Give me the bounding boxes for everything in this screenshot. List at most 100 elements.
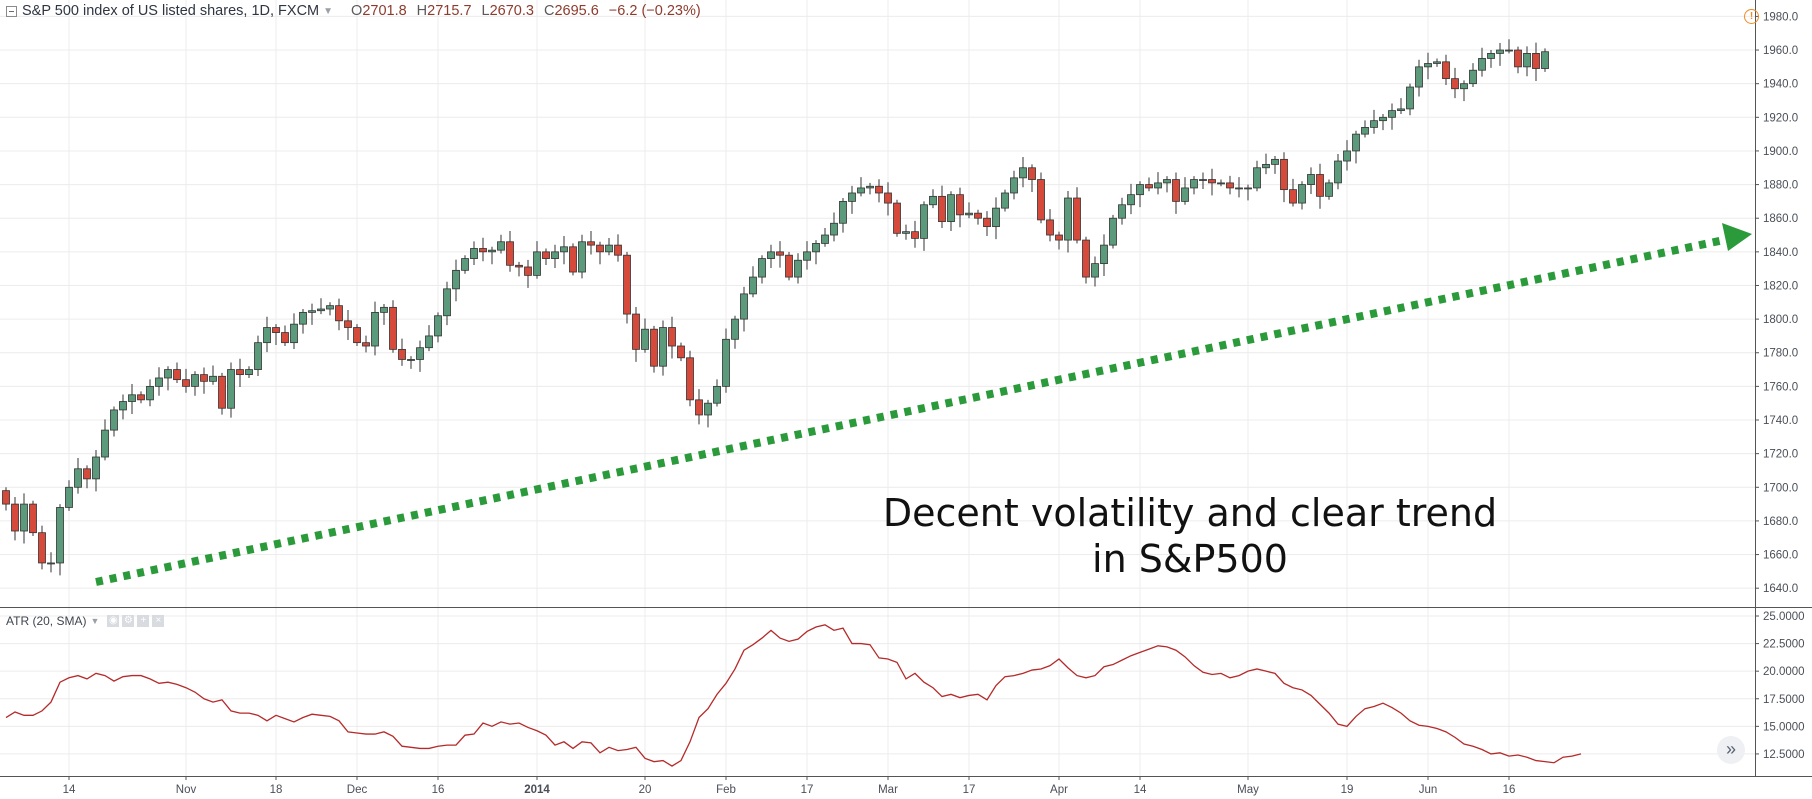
candle [1235, 177, 1243, 198]
alert-icon[interactable]: ! [1744, 9, 1759, 24]
candle-body [146, 385, 154, 401]
candle-body [218, 375, 226, 409]
candle [785, 251, 793, 281]
candle-body [1100, 244, 1108, 265]
candle-body [308, 310, 316, 313]
candle-body [299, 311, 307, 325]
candle [128, 384, 136, 414]
x-tick-label: 17 [801, 784, 814, 796]
y-tick-label: 1840.0 [1763, 247, 1798, 259]
candle [326, 302, 334, 316]
candle [1478, 47, 1486, 77]
y-tick-label: 1920.0 [1763, 112, 1798, 124]
candle [1442, 54, 1450, 86]
candle-body [839, 200, 847, 224]
grid [0, 0, 1755, 776]
candle-body [524, 266, 532, 276]
candle [470, 241, 478, 265]
candle [1082, 236, 1090, 284]
symbol-title[interactable]: S&P 500 index of US listed shares, 1D, F… [22, 3, 320, 19]
candle-body [1262, 163, 1270, 169]
candle [677, 342, 685, 362]
candle-body [119, 401, 127, 411]
candle [1298, 181, 1306, 210]
candle [407, 356, 415, 369]
candle-body [281, 332, 289, 344]
candle-body [983, 217, 991, 228]
candle-body [227, 369, 235, 409]
candle [1406, 83, 1414, 116]
candle [992, 197, 1000, 240]
candle-body [614, 244, 622, 256]
candle [965, 202, 973, 219]
candle [488, 246, 496, 265]
candle-body [290, 323, 298, 344]
candle [1289, 178, 1297, 207]
candle-body [506, 241, 514, 266]
candle-body [1136, 184, 1144, 196]
scroll-to-realtime-button[interactable]: » [1717, 736, 1745, 764]
candle [1163, 176, 1171, 193]
candle [605, 238, 613, 256]
x-tick-label: 17 [963, 784, 976, 796]
candle-body [1253, 167, 1261, 189]
price-series[interactable] [2, 39, 1549, 576]
candle [1253, 160, 1261, 192]
candle-body [1496, 49, 1504, 54]
candle [569, 243, 577, 276]
candle-body [785, 254, 793, 278]
candle-body [515, 264, 523, 268]
candle-body [254, 342, 262, 370]
indicator-label[interactable]: ATR (20, SMA) [6, 614, 87, 628]
candle-body [947, 194, 955, 222]
candle-body [1307, 174, 1315, 185]
candle-body [1442, 61, 1450, 80]
candle [1073, 187, 1081, 244]
x-tick-label: May [1237, 784, 1259, 796]
atr-series[interactable] [5, 624, 1582, 767]
candle [839, 198, 847, 233]
candle [182, 368, 190, 393]
y-tick-label: 1900.0 [1763, 146, 1798, 158]
candle [578, 234, 586, 279]
chevron-down-icon[interactable]: ▼ [323, 5, 334, 17]
collapse-icon[interactable] [6, 5, 17, 17]
candle [938, 185, 946, 228]
atr-line [5, 624, 1582, 767]
candle-body [1028, 167, 1036, 180]
candle [245, 366, 253, 378]
candle [1325, 179, 1333, 200]
candle-body [389, 306, 397, 350]
candle [1451, 67, 1459, 99]
candle-body [605, 244, 613, 253]
x-tick-label: Jun [1419, 784, 1438, 796]
candle-body [1190, 179, 1198, 189]
candle-body [155, 377, 163, 387]
trend-arrow [95, 223, 1752, 586]
candle [1145, 177, 1153, 192]
candle [1172, 172, 1180, 214]
candle [443, 281, 451, 326]
candle [29, 500, 37, 537]
candle-body [173, 369, 181, 381]
candle-body [569, 246, 577, 273]
candle-body [56, 507, 64, 564]
x-tick-label: 18 [270, 784, 283, 796]
chevron-down-icon[interactable]: ▼ [90, 616, 100, 626]
candle-body [1370, 120, 1378, 128]
candle-body [245, 369, 253, 376]
candle [452, 259, 460, 302]
gear-icon[interactable]: ⚙ [122, 615, 135, 627]
candle-body [578, 241, 586, 273]
eye-icon[interactable]: ◉ [107, 615, 120, 627]
ohlc-open: O2701.8 [351, 3, 407, 19]
candle [929, 189, 937, 209]
candle [830, 212, 838, 242]
candle [335, 298, 343, 331]
add-icon[interactable]: + [137, 615, 150, 627]
candle-body [821, 234, 829, 244]
close-icon[interactable]: × [152, 615, 165, 627]
y-tick-label: 1700.0 [1763, 482, 1798, 494]
candle [1541, 48, 1549, 72]
